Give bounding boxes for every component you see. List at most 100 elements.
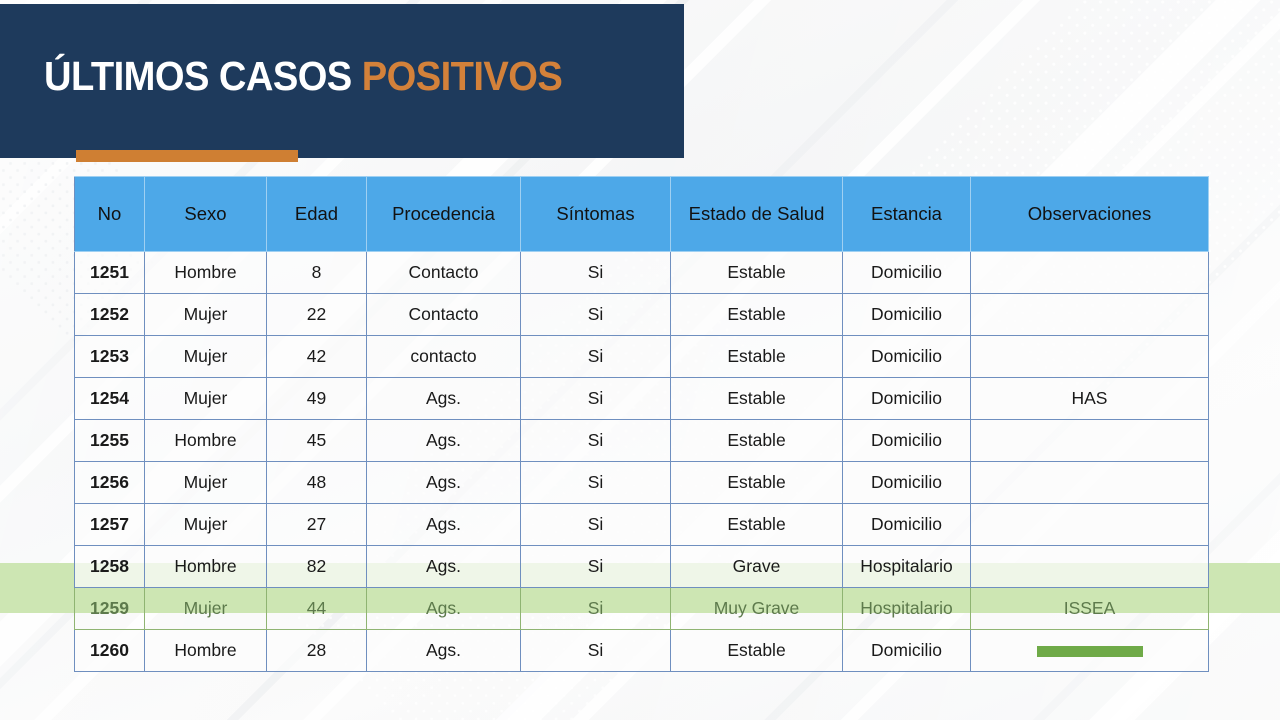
table-row[interactable]: 1254 Mujer 49 Ags. Si Estable Domicilio HAS: [74, 377, 1209, 420]
table-body: 1251 Hombre 8 Contacto Si Estable Domicilio 125…: [74, 251, 1209, 672]
table-row[interactable]: 1253 Mujer 42 contacto Si Estable Domicilio: [74, 335, 1209, 378]
cell-sintomas: Si: [520, 293, 671, 336]
cell-procedencia: Ags.: [366, 377, 521, 420]
cell-estancia: Domicilio: [842, 377, 971, 420]
cell-estancia: Domicilio: [842, 419, 971, 462]
title-accent-bar: [76, 150, 298, 162]
cell-estancia: Domicilio: [842, 461, 971, 504]
cell-sexo: Hombre: [144, 629, 267, 672]
table-row[interactable]: 1258 Hombre 82 Ags. Si Grave Hospitalario: [74, 545, 1209, 588]
cell-procedencia: Ags.: [366, 629, 521, 672]
cell-observaciones: [970, 293, 1209, 336]
table-row[interactable]: 1260 Hombre 28 Ags. Si Estable Domicilio: [74, 629, 1209, 672]
cell-estado-salud: Estable: [670, 335, 843, 378]
cell-observaciones: [970, 335, 1209, 378]
cell-edad: 45: [266, 419, 367, 462]
cell-sexo: Hombre: [144, 545, 267, 588]
table-row[interactable]: 1251 Hombre 8 Contacto Si Estable Domicilio: [74, 251, 1209, 294]
cell-sintomas: Si: [520, 629, 671, 672]
cell-estado-salud: Estable: [670, 629, 843, 672]
cell-estancia: Hospitalario: [842, 587, 971, 630]
cell-edad: 8: [266, 251, 367, 294]
cell-edad: 22: [266, 293, 367, 336]
cell-edad: 42: [266, 335, 367, 378]
cell-estado-salud: Estable: [670, 503, 843, 546]
cell-no: 1257: [74, 503, 145, 546]
table-row[interactable]: 1256 Mujer 48 Ags. Si Estable Domicilio: [74, 461, 1209, 504]
table-row[interactable]: 1259 Mujer 44 Ags. Si Muy Grave Hospitalario IS…: [74, 587, 1209, 630]
cell-observaciones: [970, 461, 1209, 504]
cell-edad: 82: [266, 545, 367, 588]
cell-observaciones: ISSEA: [970, 587, 1209, 630]
cell-observaciones: HAS: [970, 377, 1209, 420]
column-header-estado[interactable]: Estado de Salud: [670, 176, 843, 252]
cell-observaciones: [970, 251, 1209, 294]
cell-no: 1254: [74, 377, 145, 420]
title-banner: ÚLTIMOS CASOS POSITIVOS: [0, 4, 684, 162]
cell-no: 1258: [74, 545, 145, 588]
cell-observaciones: [970, 545, 1209, 588]
cell-procedencia: Contacto: [366, 251, 521, 294]
cell-sexo: Mujer: [144, 461, 267, 504]
cell-edad: 44: [266, 587, 367, 630]
cell-no: 1256: [74, 461, 145, 504]
cell-sexo: Mujer: [144, 377, 267, 420]
cell-estado-salud: Estable: [670, 251, 843, 294]
column-header-edad[interactable]: Edad: [266, 176, 367, 252]
cell-observaciones: [970, 629, 1209, 672]
cell-observaciones: [970, 503, 1209, 546]
table-row[interactable]: 1257 Mujer 27 Ags. Si Estable Domicilio: [74, 503, 1209, 546]
table-row[interactable]: 1255 Hombre 45 Ags. Si Estable Domicilio: [74, 419, 1209, 462]
cell-estado-salud: Muy Grave: [670, 587, 843, 630]
cell-estado-salud: Estable: [670, 293, 843, 336]
cell-procedencia: Ags.: [366, 545, 521, 588]
cell-sintomas: Si: [520, 251, 671, 294]
cell-no: 1259: [74, 587, 145, 630]
cell-procedencia: Ags.: [366, 587, 521, 630]
cell-estancia: Domicilio: [842, 251, 971, 294]
cell-estancia: Hospitalario: [842, 545, 971, 588]
cell-estancia: Domicilio: [842, 293, 971, 336]
cell-edad: 49: [266, 377, 367, 420]
cell-observaciones: [970, 419, 1209, 462]
column-header-sintomas[interactable]: Síntomas: [520, 176, 671, 252]
cell-procedencia: Ags.: [366, 503, 521, 546]
page-title: ÚLTIMOS CASOS POSITIVOS: [44, 53, 563, 99]
cell-sintomas: Si: [520, 545, 671, 588]
cell-sexo: Mujer: [144, 503, 267, 546]
cell-sexo: Hombre: [144, 251, 267, 294]
cell-estancia: Domicilio: [842, 503, 971, 546]
table-header: No Sexo Edad Procedencia Síntomas Estado…: [74, 176, 1209, 252]
cell-estado-salud: Estable: [670, 461, 843, 504]
cases-table: No Sexo Edad Procedencia Síntomas Estado…: [74, 176, 1209, 672]
cell-estancia: Domicilio: [842, 335, 971, 378]
column-header-no[interactable]: No: [74, 176, 145, 252]
cell-procedencia: Ags.: [366, 461, 521, 504]
cell-procedencia: Contacto: [366, 293, 521, 336]
cell-sexo: Mujer: [144, 293, 267, 336]
cell-sintomas: Si: [520, 461, 671, 504]
cell-no: 1260: [74, 629, 145, 672]
cell-procedencia: contacto: [366, 335, 521, 378]
column-header-estancia[interactable]: Estancia: [842, 176, 971, 252]
cell-sexo: Hombre: [144, 419, 267, 462]
cell-estado-salud: Estable: [670, 419, 843, 462]
column-header-observaciones[interactable]: Observaciones: [970, 176, 1209, 252]
cell-sintomas: Si: [520, 419, 671, 462]
green-marker-bar: [1036, 645, 1143, 657]
cell-estado-salud: Estable: [670, 377, 843, 420]
cell-procedencia: Ags.: [366, 419, 521, 462]
cell-sintomas: Si: [520, 503, 671, 546]
table-row[interactable]: 1252 Mujer 22 Contacto Si Estable Domicilio: [74, 293, 1209, 336]
cell-estado-salud: Grave: [670, 545, 843, 588]
cell-edad: 48: [266, 461, 367, 504]
cell-sintomas: Si: [520, 335, 671, 378]
cell-sexo: Mujer: [144, 335, 267, 378]
column-header-sexo[interactable]: Sexo: [144, 176, 267, 252]
cell-edad: 28: [266, 629, 367, 672]
column-header-procedencia[interactable]: Procedencia: [366, 176, 521, 252]
page-title-primary: ÚLTIMOS CASOS: [44, 53, 352, 99]
cell-sintomas: Si: [520, 377, 671, 420]
cell-no: 1252: [74, 293, 145, 336]
